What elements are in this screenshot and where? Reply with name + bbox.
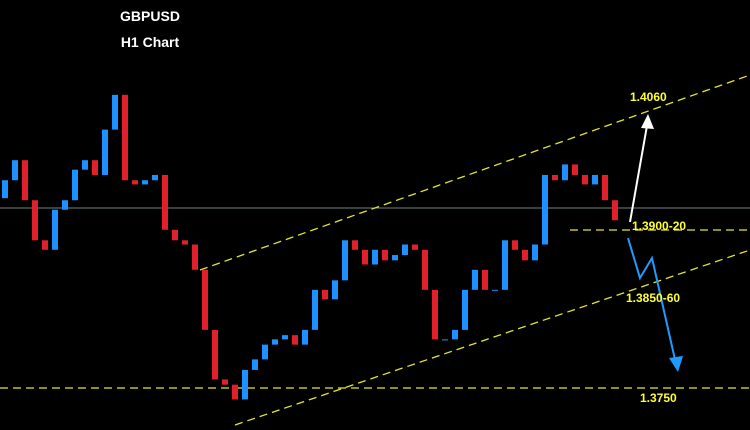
chart-subtitle: H1 Chart [121,34,180,50]
candle-body [82,160,88,170]
candle-body [302,329,308,345]
candle-body [322,289,328,300]
candle-body [412,244,418,250]
candle-body [442,339,448,341]
candle-body [52,209,58,250]
candle-body [582,174,588,185]
candle-body [22,160,28,201]
candle-body [102,129,108,175]
candle-body [172,229,178,241]
candle-body [202,269,208,330]
candle-body [262,344,268,360]
candle-body [292,335,298,345]
candle-body [212,329,218,380]
channel-upper [199,74,750,271]
candles [2,94,618,400]
candle-body [352,240,358,250]
candle-body [142,180,148,185]
candle-body [332,280,338,300]
candle-body [462,289,468,330]
candle-body [482,269,488,290]
candle-body [402,244,408,256]
candle-body [592,174,598,185]
candle-body [132,180,138,185]
candle-body [512,240,518,250]
arrow-up [629,119,649,223]
candle-body [122,94,128,181]
candle-body [12,160,18,181]
candle-body [552,174,558,181]
candle-body [182,240,188,245]
candle-body [342,240,348,281]
candle-body [242,369,248,400]
candle-body [542,174,548,245]
candle-body [72,169,78,201]
candle-body [502,240,508,290]
candle-body [222,379,228,385]
candle-body [432,289,438,340]
candle-body [492,289,498,291]
candle-body [162,174,168,230]
candle-body [392,255,398,261]
candle-body [382,249,388,261]
level-label: 1.4060 [630,90,667,104]
candle-body [282,335,288,340]
candle-body [452,329,458,340]
candle-body [92,160,98,175]
candle-body [472,269,478,290]
candle-body [532,244,538,261]
candle-body [572,164,578,175]
chart-title: GBPUSD [120,8,180,24]
candle-body [2,180,8,199]
candle-body [612,200,618,221]
candle-body [62,200,68,210]
candle-body [562,164,568,181]
candle-body [252,359,258,370]
arrow-head [669,356,683,372]
candle-body [362,249,368,265]
candle-body [272,339,278,345]
candle-body [602,174,608,201]
candle-body [422,249,428,290]
arrow-down [627,237,677,365]
candle-body [32,200,38,241]
level-label: 1.3850-60 [626,291,680,305]
candle-body [42,240,48,250]
candle-body [312,289,318,330]
candle-body [152,174,158,181]
level-label: 1.3900-20 [632,219,686,233]
candle-body [112,94,118,130]
arrow-head [641,114,654,129]
candle-body [232,384,238,400]
candle-body [192,244,198,270]
candle-body [372,249,378,265]
level-label: 1.3750 [640,391,677,405]
candle-body [522,249,528,261]
